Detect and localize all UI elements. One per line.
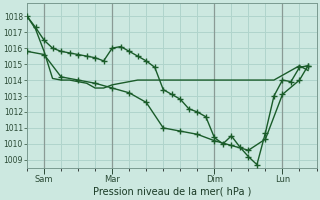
X-axis label: Pression niveau de la mer( hPa ): Pression niveau de la mer( hPa ): [92, 187, 251, 197]
